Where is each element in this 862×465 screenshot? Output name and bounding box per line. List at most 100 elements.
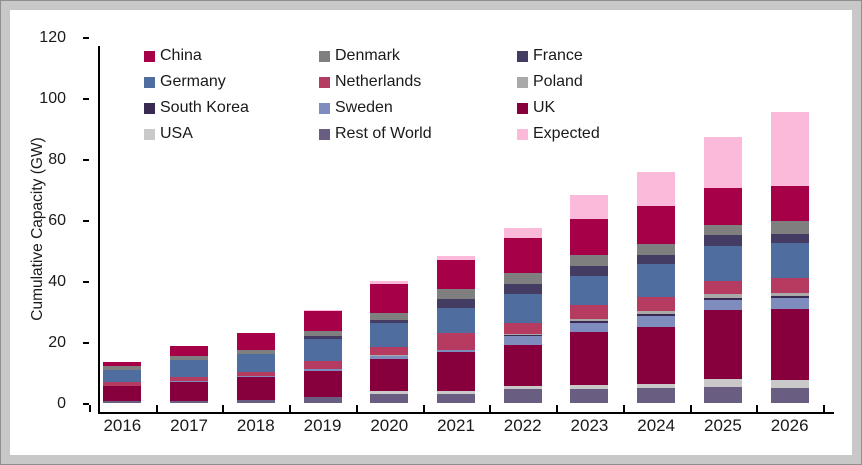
bar-segment-france-2026 <box>770 233 809 243</box>
bar-segment-china-2018 <box>236 333 275 350</box>
bar-segment-poland-2024 <box>637 311 676 314</box>
bar-segment-usa-2022 <box>503 386 542 389</box>
x-axis-label-2023: 2023 <box>570 416 609 435</box>
bar-segment-china-2017 <box>170 346 209 357</box>
bar-segment-sweden-2019 <box>303 369 342 371</box>
bar-segment-sweden-2022 <box>503 335 542 346</box>
y-tick-label: 60 <box>48 212 66 229</box>
x-tick-mark <box>823 405 825 412</box>
bar-segment-expected-2025 <box>703 136 742 189</box>
bar-segment-uk-2026 <box>770 309 809 381</box>
bar-segment-rest-of-world-2021 <box>437 394 475 403</box>
bar-segment-rest-of-world-2023 <box>570 388 609 403</box>
x-tick-mark <box>355 405 358 412</box>
bar-segment-denmark-2018 <box>236 349 275 355</box>
legend-swatch-icon <box>144 76 155 88</box>
legend-label: France <box>533 47 583 64</box>
legend-label: Netherlands <box>335 73 422 90</box>
y-tick-mark <box>83 98 89 100</box>
bar-segment-sweden-2023 <box>570 323 609 332</box>
bar-segment-uk-2025 <box>703 310 742 380</box>
bar-segment-germany-2025 <box>703 246 742 282</box>
y-tick-mark <box>83 159 89 161</box>
bar-segment-rest-of-world-2026 <box>770 388 809 403</box>
bar-segment-denmark-2024 <box>637 243 676 255</box>
bar-segment-china-2016 <box>103 362 142 367</box>
x-axis-label-2025: 2025 <box>703 416 742 435</box>
x-axis-label-2026: 2026 <box>770 416 809 435</box>
legend-label: USA <box>160 125 193 142</box>
bar-segment-china-2024 <box>637 206 676 244</box>
y-tick-mark <box>83 37 89 39</box>
y-tick-mark <box>83 281 89 283</box>
bar-segment-usa-2024 <box>637 384 676 388</box>
bar-segment-germany-2019 <box>303 338 342 361</box>
legend-label: Poland <box>533 73 583 90</box>
x-axis-label-2021: 2021 <box>437 416 475 435</box>
bar-segment-uk-2023 <box>570 331 609 386</box>
bar-2017 <box>170 346 209 403</box>
bar-segment-expected-2024 <box>637 172 676 207</box>
bar-segment-uk-2017 <box>170 381 209 401</box>
bar-segment-france-2024 <box>637 254 676 265</box>
bar-segment-china-2026 <box>770 186 809 221</box>
bar-segment-usa-2025 <box>703 379 742 388</box>
legend-swatch-icon <box>517 50 528 62</box>
y-tick-label: 120 <box>39 29 66 46</box>
x-axis-label-2016: 2016 <box>103 416 142 435</box>
bar-segment-china-2021 <box>437 260 475 290</box>
bar-segment-usa-2023 <box>570 385 609 389</box>
bar-segment-south-korea-2022 <box>503 335 542 336</box>
legend-item-south-korea: South Korea <box>144 99 319 117</box>
x-tick-mark <box>622 405 625 412</box>
bar-segment-expected-2022 <box>503 228 542 239</box>
y-tick-mark <box>83 220 89 222</box>
bar-segment-china-2023 <box>570 218 609 256</box>
legend-item-uk: UK <box>517 99 747 117</box>
bar-segment-germany-2016 <box>103 370 142 382</box>
bar-segment-uk-2020 <box>370 359 409 392</box>
bar-segment-denmark-2021 <box>437 289 475 299</box>
legend-swatch-icon <box>319 76 330 88</box>
legend-label: China <box>160 47 202 64</box>
bar-segment-denmark-2019 <box>303 331 342 337</box>
bar-segment-china-2025 <box>703 188 742 225</box>
bar-segment-sweden-2025 <box>703 299 742 311</box>
y-tick-label: 80 <box>48 151 66 168</box>
bar-segment-denmark-2016 <box>103 366 142 371</box>
legend-label: Germany <box>160 73 226 90</box>
bar-segment-rest-of-world-2019 <box>303 397 342 403</box>
x-tick-mark <box>689 405 692 412</box>
legend-label: Rest of World <box>335 125 432 142</box>
bar-segment-netherlands-2018 <box>236 372 275 377</box>
bar-segment-rest-of-world-2025 <box>703 387 742 403</box>
legend: China Denmark France Germany Netherlands Pola… <box>144 43 747 147</box>
bar-segment-netherlands-2025 <box>703 281 742 295</box>
bar-segment-rest-of-world-2017 <box>170 400 209 403</box>
bar-2020 <box>370 281 409 403</box>
bar-segment-germany-2020 <box>370 322 409 347</box>
legend-label: Denmark <box>335 47 400 64</box>
bar-segment-usa-2020 <box>370 391 409 394</box>
y-tick-label: 0 <box>57 395 66 412</box>
bar-segment-netherlands-2022 <box>503 322 542 334</box>
legend-swatch-icon <box>144 102 155 114</box>
legend-label: UK <box>533 99 556 116</box>
legend-swatch-icon <box>319 102 330 114</box>
bar-segment-uk-2022 <box>503 345 542 387</box>
y-tick-mark <box>83 403 89 405</box>
legend-swatch-icon <box>517 128 528 140</box>
x-tick-mark <box>756 405 759 412</box>
chart-panel: Cumulative Capacity (GW) 0 20 40 60 80 100 120… <box>10 10 852 455</box>
legend-swatch-icon <box>517 76 528 88</box>
bar-segment-france-2021 <box>437 298 475 308</box>
bar-segment-poland-2022 <box>503 333 542 336</box>
bar-2023 <box>570 194 609 403</box>
bar-segment-germany-2017 <box>170 360 209 378</box>
bar-segment-rest-of-world-2016 <box>103 400 142 403</box>
bar-2022 <box>503 228 542 403</box>
bar-segment-expected-2026 <box>770 112 809 187</box>
bar-segment-denmark-2023 <box>570 255 609 267</box>
bar-segment-sweden-2018 <box>236 376 275 377</box>
